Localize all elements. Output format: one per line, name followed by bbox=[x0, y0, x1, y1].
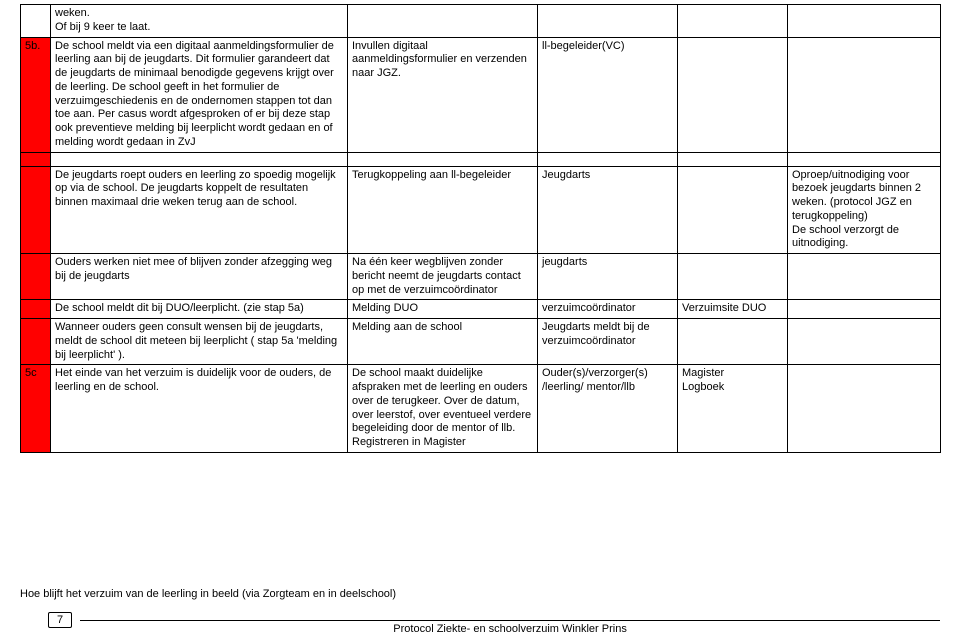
content-cell: Jeugdarts bbox=[538, 166, 678, 254]
content-cell bbox=[678, 254, 788, 300]
content-cell bbox=[788, 37, 941, 152]
content-cell: De school meldt dit bij DUO/leerplicht. … bbox=[51, 300, 348, 319]
content-cell: jeugdarts bbox=[538, 254, 678, 300]
table-row: 5b.De school meldt via een digitaal aanm… bbox=[21, 37, 941, 152]
content-cell: Ouders werken niet mee of blijven zonder… bbox=[51, 254, 348, 300]
table-row: Ouders werken niet mee of blijven zonder… bbox=[21, 254, 941, 300]
row-number-cell bbox=[21, 254, 51, 300]
row-number-cell bbox=[21, 300, 51, 319]
row-number-cell: 5c bbox=[21, 365, 51, 453]
spacer-cell bbox=[348, 152, 538, 166]
content-cell: Melding aan de school bbox=[348, 319, 538, 365]
content-cell: Invullen digitaal aanmeldingsformulier e… bbox=[348, 37, 538, 152]
content-cell: Het einde van het verzuim is duidelijk v… bbox=[51, 365, 348, 453]
content-cell bbox=[348, 5, 538, 38]
content-cell: Oproep/uitnodiging voor bezoek jeugdarts… bbox=[788, 166, 941, 254]
content-cell: MagisterLogboek bbox=[678, 365, 788, 453]
row-number-cell bbox=[21, 166, 51, 254]
spacer-cell bbox=[538, 152, 678, 166]
row-number-cell: 5b. bbox=[21, 37, 51, 152]
spacer-cell bbox=[51, 152, 348, 166]
content-cell bbox=[788, 5, 941, 38]
content-cell bbox=[788, 319, 941, 365]
table-row: Wanneer ouders geen consult wensen bij d… bbox=[21, 319, 941, 365]
protocol-table: weken.Of bij 9 keer te laat.5b.De school… bbox=[20, 4, 941, 453]
footer-question: Hoe blijft het verzuim van de leerling i… bbox=[20, 588, 396, 600]
content-cell: weken.Of bij 9 keer te laat. bbox=[51, 5, 348, 38]
spacer-cell bbox=[21, 152, 51, 166]
table-row: De school meldt dit bij DUO/leerplicht. … bbox=[21, 300, 941, 319]
row-number-cell bbox=[21, 319, 51, 365]
spacer-cell bbox=[788, 152, 941, 166]
content-cell bbox=[678, 166, 788, 254]
content-cell bbox=[678, 37, 788, 152]
content-cell: Jeugdarts meldt bij de verzuimcoördinato… bbox=[538, 319, 678, 365]
content-cell: Na één keer wegblijven zonder bericht ne… bbox=[348, 254, 538, 300]
content-cell bbox=[678, 5, 788, 38]
content-cell bbox=[788, 365, 941, 453]
content-cell: Terugkoppeling aan ll-begeleider bbox=[348, 166, 538, 254]
table-row bbox=[21, 152, 941, 166]
content-cell: ll-begeleider(VC) bbox=[538, 37, 678, 152]
footer-title: Protocol Ziekte- en schoolverzuim Winkle… bbox=[391, 623, 629, 635]
content-cell: Ouder(s)/verzorger(s) /leerling/ mentor/… bbox=[538, 365, 678, 453]
content-cell bbox=[788, 300, 941, 319]
content-cell bbox=[678, 319, 788, 365]
table-row: De jeugdarts roept ouders en leerling zo… bbox=[21, 166, 941, 254]
footer-rule: Protocol Ziekte- en schoolverzuim Winkle… bbox=[80, 620, 940, 621]
content-cell: Wanneer ouders geen consult wensen bij d… bbox=[51, 319, 348, 365]
content-cell: De jeugdarts roept ouders en leerling zo… bbox=[51, 166, 348, 254]
content-cell bbox=[538, 5, 678, 38]
page-number: 7 bbox=[48, 612, 72, 628]
row-number-cell bbox=[21, 5, 51, 38]
spacer-cell bbox=[678, 152, 788, 166]
content-cell: Verzuimsite DUO bbox=[678, 300, 788, 319]
table-row: 5cHet einde van het verzuim is duidelijk… bbox=[21, 365, 941, 453]
content-cell: Melding DUO bbox=[348, 300, 538, 319]
content-cell: De school meldt via een digitaal aanmeld… bbox=[51, 37, 348, 152]
content-cell bbox=[788, 254, 941, 300]
content-cell: De school maakt duidelijke afspraken met… bbox=[348, 365, 538, 453]
table-row: weken.Of bij 9 keer te laat. bbox=[21, 5, 941, 38]
page-footer: 7 Protocol Ziekte- en schoolverzuim Wink… bbox=[48, 612, 940, 628]
content-cell: verzuimcoördinator bbox=[538, 300, 678, 319]
